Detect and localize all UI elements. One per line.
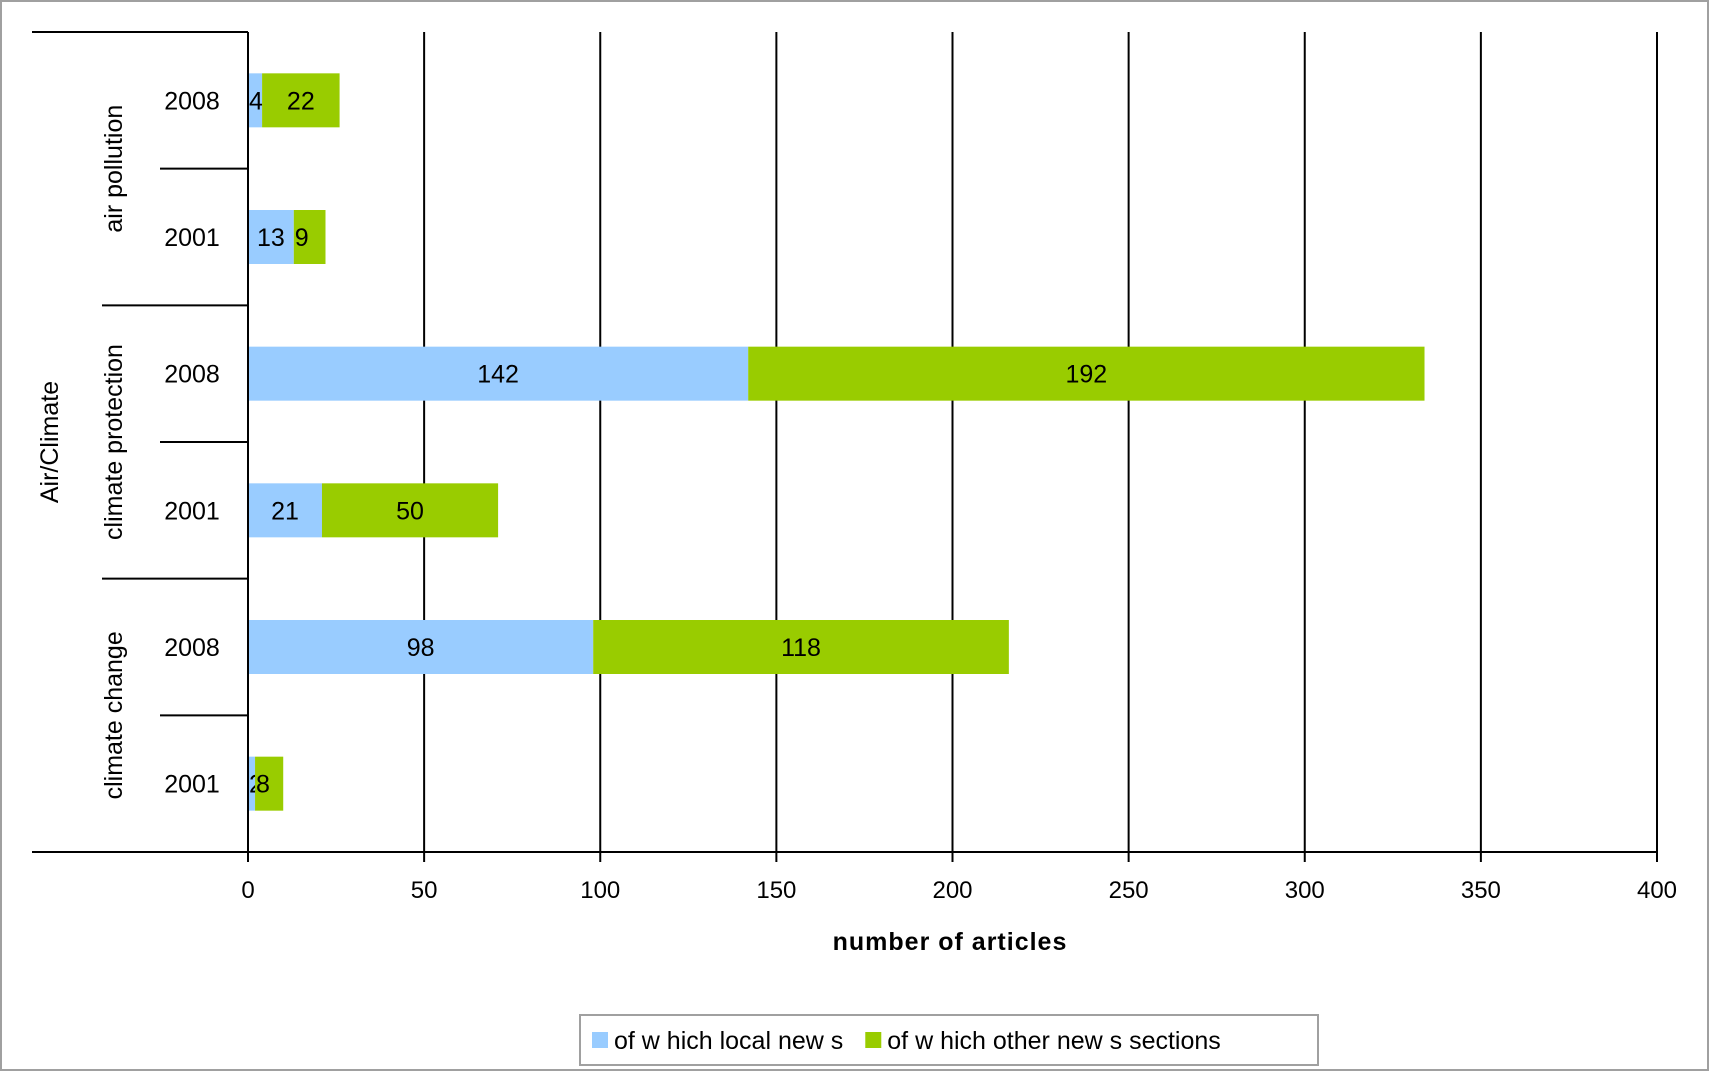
x-tick-label-100: 100 (580, 877, 620, 904)
bar-climate-protection-2008-series-1 (248, 346, 749, 401)
row-label-climate-protection-2001: 2001 (164, 497, 220, 525)
x-axis-title: number of articles (833, 928, 1068, 956)
data-label-climate-change-2008-series-2: 118 (781, 634, 821, 662)
bar-climate-change-2008-series-1 (248, 620, 594, 674)
bar-climate-protection-2001-series-2 (321, 483, 499, 538)
bar-climate-change-2008-series-2 (593, 620, 1009, 674)
x-tick-label-150: 150 (756, 877, 796, 904)
data-label-climate-protection-2008-series-1: 142 (477, 361, 519, 389)
x-tick-label-350: 350 (1461, 877, 1501, 904)
data-label-air-pollution-2001-series-2: 9 (295, 224, 309, 252)
data-label-air-pollution-2008-series-2: 22 (287, 87, 315, 115)
row-label-air-pollution-2001: 2001 (164, 224, 220, 252)
x-tick-labels: 0 50 100 150 200 250 300 350 400 (241, 877, 1677, 904)
category-labels: 2008 2001 air pollution 2008 2001 climate pro… (36, 87, 220, 799)
x-tick-label-0: 0 (241, 877, 254, 904)
x-tick-label-50: 50 (411, 877, 438, 904)
data-label-climate-change-2001-series-2: 8 (256, 771, 270, 799)
legend-box (579, 1014, 1319, 1066)
x-tick-label-250: 250 (1109, 877, 1149, 904)
row-label-climate-change-2008: 2008 (164, 634, 220, 662)
bar-climate-change-2001-series-1 (248, 756, 256, 811)
bar-air-pollution-2001-series-2 (293, 210, 326, 264)
group-label-climate-change: climate change (100, 631, 128, 799)
bar-climate-change-2001-series-2 (255, 756, 284, 811)
data-label-climate-change-2008-series-1: 98 (407, 634, 435, 662)
bar-air-pollution-2008-series-1 (248, 73, 263, 128)
bar-climate-protection-2008-series-2 (748, 346, 1425, 401)
row-label-air-pollution-2008: 2008 (164, 87, 220, 115)
row-label-climate-protection-2008: 2008 (164, 361, 220, 389)
x-tick-label-400: 400 (1637, 877, 1677, 904)
row-label-climate-change-2001: 2001 (164, 771, 220, 799)
bar-climate-protection-2001-series-1 (248, 483, 322, 538)
legend-label-2: of w hich other new s sections (887, 1027, 1221, 1055)
x-tick-label-200: 200 (932, 877, 972, 904)
legend-swatch-2 (865, 1032, 882, 1048)
bar-air-pollution-2001-series-1 (248, 210, 294, 264)
group-label-air-pollution: air pollution (100, 105, 128, 233)
legend: of w hich local new s of w hich other new… (579, 1014, 1319, 1066)
data-label-climate-protection-2008-series-2: 192 (1065, 361, 1107, 389)
outer-group-label: Air/Climate (36, 381, 64, 503)
bars: 42213914219221509811828 (248, 73, 1425, 811)
gridlines (423, 32, 1658, 852)
data-label-climate-protection-2001-series-2: 50 (396, 497, 424, 525)
data-label-air-pollution-2001-series-1: 13 (257, 224, 285, 252)
bar-air-pollution-2008-series-2 (262, 73, 340, 128)
x-tick-label-300: 300 (1285, 877, 1325, 904)
legend-swatch-1 (592, 1032, 608, 1048)
data-label-climate-protection-2001-series-1: 21 (271, 497, 299, 525)
data-label-air-pollution-2008-series-1: 4 (249, 87, 263, 115)
legend-label-1: of w hich local new s (614, 1027, 843, 1055)
axes (32, 31, 1658, 862)
group-label-climate-protection: climate protection (100, 344, 128, 540)
